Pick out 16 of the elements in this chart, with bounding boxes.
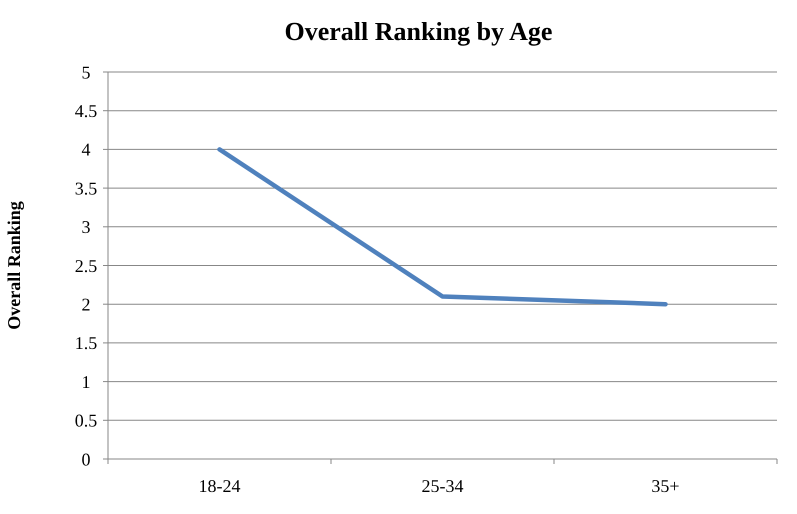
y-axis-title: Overall Ranking [4,201,24,330]
y-tick-label: 5 [82,62,90,82]
y-tick-label: 0.5 [74,410,98,431]
y-tick-label: 2.5 [74,256,98,276]
y-tick-label: 2 [82,294,90,314]
y-tick-label: 3.5 [74,178,98,198]
y-tick-label: 4 [82,140,90,160]
y-tick-label: 0 [82,449,90,470]
y-tick-label: 1.5 [74,333,98,354]
x-tick-label: 35+ [651,476,680,496]
x-tick-label: 25-34 [422,476,464,496]
chart-title: Overall Ranking by Age [284,17,552,46]
x-tick-label: 18-24 [198,476,240,496]
y-tick-label: 3 [82,217,90,238]
y-tick-label: 1 [82,372,90,392]
y-tick-label: 4.5 [74,101,98,121]
